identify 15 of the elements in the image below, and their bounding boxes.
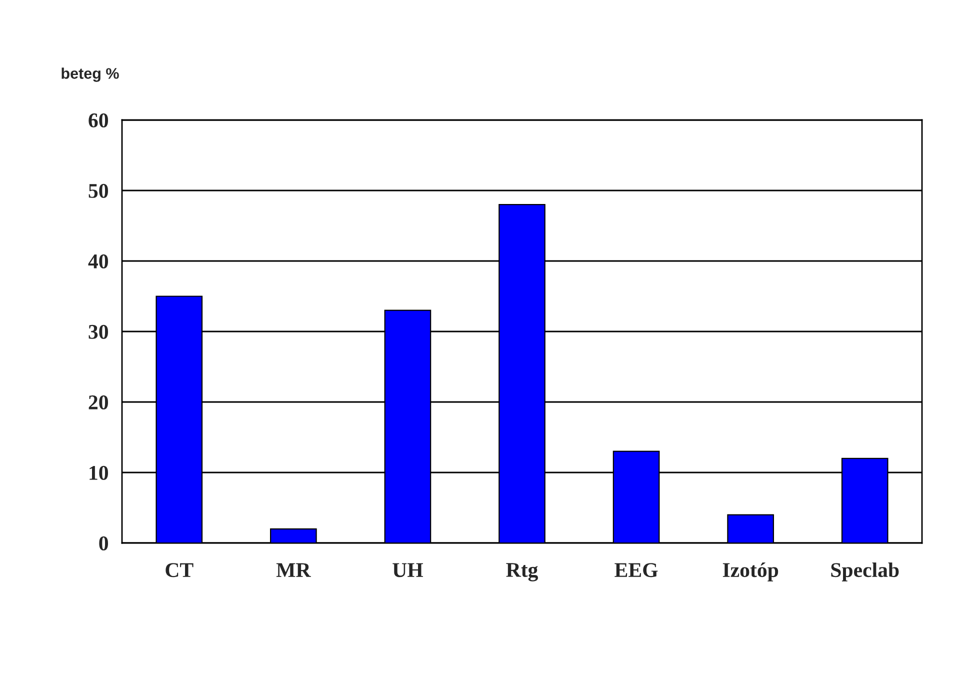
x-tick-label: Izotóp bbox=[722, 562, 778, 582]
x-tick-label: EEG bbox=[614, 563, 658, 578]
y-tick-label: 50 bbox=[88, 184, 108, 198]
y-tick-label: 30 bbox=[88, 324, 108, 339]
x-tick-label: UH bbox=[392, 563, 423, 578]
x-tick-label: MR bbox=[276, 563, 311, 577]
x-tick-label: Speclab bbox=[831, 562, 899, 582]
y-tick-label: 10 bbox=[90, 466, 108, 480]
y-axis-title: beteg % bbox=[62, 68, 119, 82]
x-tick-label: CT bbox=[166, 563, 194, 578]
y-tick-label: 20 bbox=[88, 395, 108, 410]
y-tick-label: 0 bbox=[99, 536, 108, 550]
x-tick-label: Rtg bbox=[506, 563, 538, 582]
y-tick-label: 40 bbox=[88, 254, 108, 268]
y-tick-label: 60 bbox=[88, 113, 108, 128]
